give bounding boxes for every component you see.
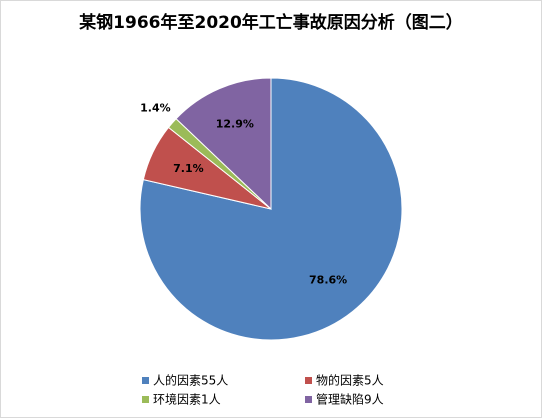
data-label: 12.9% <box>216 118 254 131</box>
legend-swatch <box>305 377 312 384</box>
legend-label: 管理缺陷9人 <box>316 392 384 407</box>
pie-slice <box>139 77 403 341</box>
data-label: 1.4% <box>140 101 171 114</box>
data-label: 7.1% <box>173 162 204 175</box>
legend-label: 人的因素55人 <box>153 373 228 388</box>
data-label: 78.6% <box>309 274 347 287</box>
legend-swatch <box>142 396 149 403</box>
chart-title: 某钢1966年至2020年工亡事故原因分析（图二） <box>79 12 463 33</box>
legend-swatch <box>142 377 149 384</box>
legend-label: 环境因素1人 <box>153 392 221 407</box>
legend-swatch <box>305 396 312 403</box>
legend-label: 物的因素5人 <box>316 373 384 388</box>
pie-slice <box>175 77 272 211</box>
